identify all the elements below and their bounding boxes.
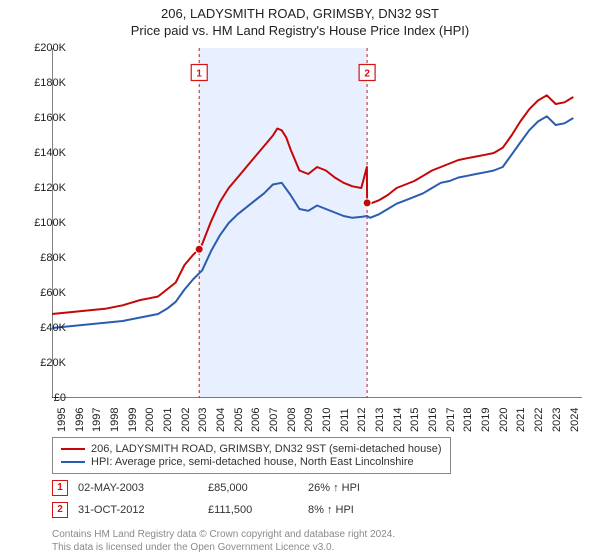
x-tick-label: 2002 [180,408,192,432]
x-tick-label: 2000 [144,408,156,432]
legend-swatch-property [61,448,85,450]
x-tick-label: 2006 [250,408,262,432]
legend-item-property: 206, LADYSMITH ROAD, GRIMSBY, DN32 9ST (… [61,443,442,455]
x-tick-label: 2019 [480,408,492,432]
svg-text:1: 1 [196,69,202,80]
up-arrow-icon [327,504,333,516]
legend-label-property: 206, LADYSMITH ROAD, GRIMSBY, DN32 9ST (… [91,443,442,455]
x-tick-label: 2022 [533,408,545,432]
y-tick-label: £140K [26,147,66,159]
x-tick-label: 2018 [462,408,474,432]
legend-item-hpi: HPI: Average price, semi-detached house,… [61,456,442,468]
x-tick-label: 1996 [74,408,86,432]
marker-date-1: 02-MAY-2003 [78,482,208,494]
marker-badge-2: 2 [52,502,68,518]
marker-row-1: 1 02-MAY-2003 £85,000 26% HPI [52,480,360,496]
marker-date-2: 31-OCT-2012 [78,504,208,516]
chart-area: 12 [52,48,582,398]
x-tick-label: 2023 [551,408,563,432]
x-tick-label: 2014 [392,408,404,432]
x-tick-label: 2015 [409,408,421,432]
footer-attribution: Contains HM Land Registry data © Crown c… [52,528,395,554]
x-tick-label: 2013 [374,408,386,432]
y-tick-label: £0 [26,392,66,404]
x-tick-label: 2009 [303,408,315,432]
footer-line-2: This data is licensed under the Open Gov… [52,541,395,554]
y-tick-label: £180K [26,77,66,89]
marker-price-2: £111,500 [208,504,308,516]
x-tick-label: 1999 [127,408,139,432]
legend-label-hpi: HPI: Average price, semi-detached house,… [91,456,414,468]
title-subtitle: Price paid vs. HM Land Registry's House … [0,23,600,38]
up-arrow-icon [333,482,339,494]
x-tick-label: 2020 [498,408,510,432]
y-tick-label: £60K [26,287,66,299]
y-tick-label: £100K [26,217,66,229]
svg-text:2: 2 [364,69,370,80]
marker-delta-2: 8% HPI [308,504,354,516]
chart-svg: 12 [52,48,582,398]
x-tick-label: 2011 [339,408,351,432]
y-tick-label: £120K [26,182,66,194]
x-tick-label: 2010 [321,408,333,432]
legend-swatch-hpi [61,461,85,463]
y-tick-label: £200K [26,42,66,54]
x-tick-label: 2007 [268,408,280,432]
x-tick-label: 2024 [569,408,581,432]
y-tick-label: £20K [26,357,66,369]
x-tick-label: 1995 [56,408,68,432]
y-tick-label: £80K [26,252,66,264]
legend-box: 206, LADYSMITH ROAD, GRIMSBY, DN32 9ST (… [52,437,451,474]
x-tick-label: 2005 [233,408,245,432]
x-tick-label: 1997 [91,408,103,432]
title-block: 206, LADYSMITH ROAD, GRIMSBY, DN32 9ST P… [0,0,600,38]
x-tick-label: 2021 [515,408,527,432]
x-tick-label: 2004 [215,408,227,432]
x-tick-label: 2003 [197,408,209,432]
chart-container: 206, LADYSMITH ROAD, GRIMSBY, DN32 9ST P… [0,0,600,560]
footer-line-1: Contains HM Land Registry data © Crown c… [52,528,395,541]
x-tick-label: 2016 [427,408,439,432]
marker-price-1: £85,000 [208,482,308,494]
x-tick-label: 2017 [445,408,457,432]
title-address: 206, LADYSMITH ROAD, GRIMSBY, DN32 9ST [0,6,600,21]
y-tick-label: £160K [26,112,66,124]
marker-delta-1: 26% HPI [308,482,360,494]
x-tick-label: 2008 [286,408,298,432]
marker-row-2: 2 31-OCT-2012 £111,500 8% HPI [52,502,354,518]
x-tick-label: 2001 [162,408,174,432]
x-tick-label: 2012 [356,408,368,432]
x-tick-label: 1998 [109,408,121,432]
y-tick-label: £40K [26,322,66,334]
marker-badge-1: 1 [52,480,68,496]
